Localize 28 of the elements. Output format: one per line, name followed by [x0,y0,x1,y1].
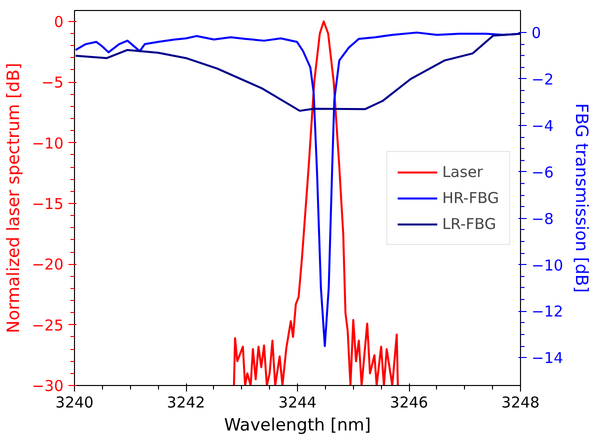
legend-label: Laser [442,162,483,180]
y2-tick-label: 0 [532,24,542,42]
y2-tick-label: −12 [532,302,564,321]
y2-tick-label: −4 [532,116,554,135]
x-tick-label: 3246 [390,394,428,412]
x-tick-label: 3240 [55,394,94,412]
y-tick-label: −5 [41,74,64,92]
x-axis-title: Wavelength [nm] [224,416,371,436]
x-tick-label: 3242 [166,394,206,412]
y-tick-label: −30 [32,377,64,395]
line-series [232,20,399,386]
y-tick-label: −20 [32,256,64,274]
y-tick-label: −10 [32,134,64,152]
y2-tick-label: −10 [532,256,564,274]
legend-label: HR-FBG [442,188,499,206]
line-series [74,32,520,112]
y-tick-label: 0 [54,12,64,31]
legend-label: LR-FBG [442,214,496,232]
y-tick-label: −25 [32,316,64,334]
y2-tick-label: −6 [532,163,554,182]
y-axis-title: Normalized laser spectrum [dB] [4,62,24,334]
y2-tick-label: −2 [532,70,554,88]
y-tick-label: −15 [32,194,64,213]
y2-tick-label: −14 [532,349,564,368]
y2-axis-title: FBG transmission [dB] [571,103,592,293]
x-tick-label: 3248 [501,394,540,412]
x-tick-label: 3244 [278,394,317,412]
y2-tick-label: −8 [532,210,554,228]
